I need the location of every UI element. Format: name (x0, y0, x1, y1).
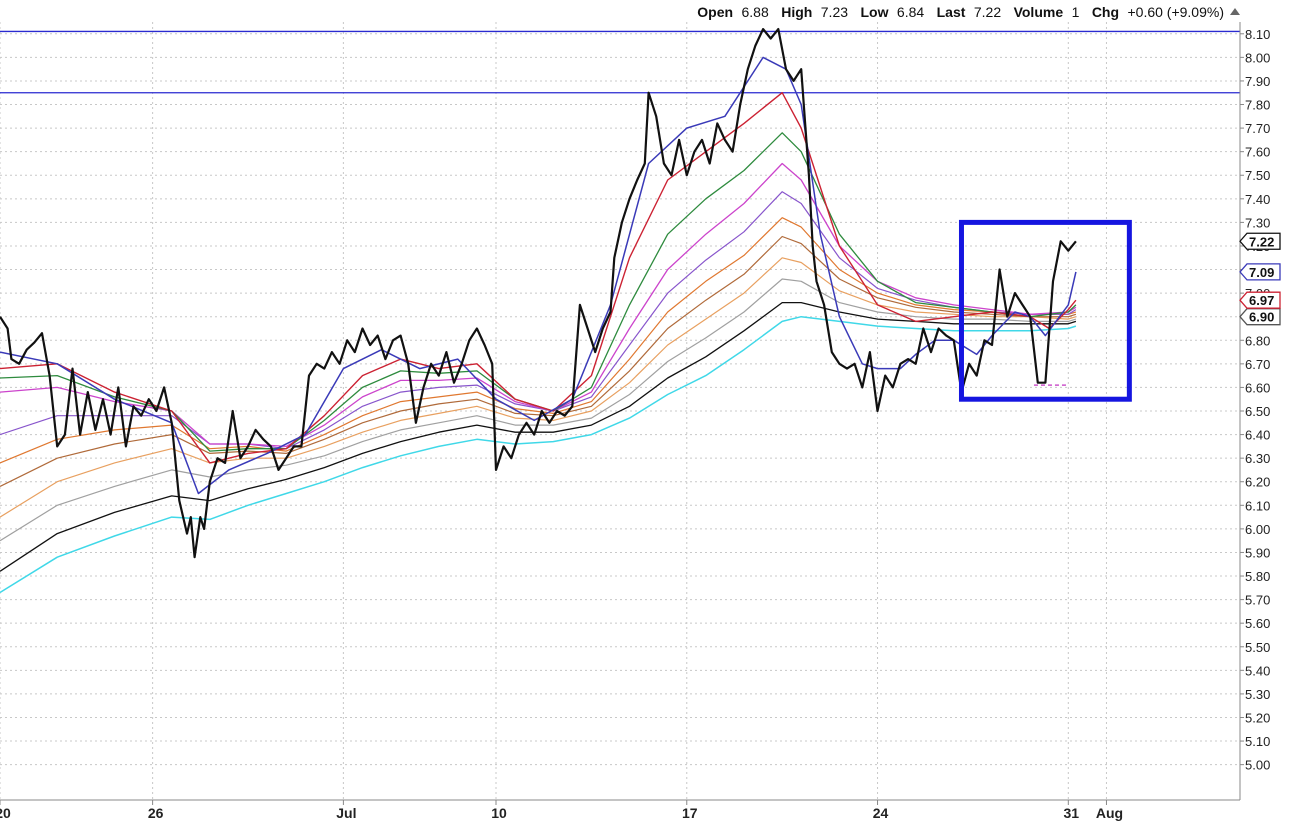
high-label: High (781, 4, 812, 20)
price-tag: 6.90 (1239, 308, 1281, 326)
y-tick-label: 6.20 (1245, 475, 1270, 490)
collapse-arrow-icon[interactable] (1230, 8, 1240, 15)
price-tags: 6.90 6.97 7.09 7.22 (1239, 232, 1281, 326)
moving-average-line (0, 278, 1077, 542)
low-label: Low (860, 4, 888, 20)
y-tick-label: 5.40 (1245, 663, 1270, 678)
volume-value: 1 (1072, 4, 1080, 20)
volume-label: Volume (1014, 4, 1064, 20)
y-tick-label: 5.70 (1245, 593, 1270, 608)
y-tick-label: 5.20 (1245, 710, 1270, 725)
moving-average-line (0, 301, 1077, 572)
y-tick-label: 7.80 (1245, 98, 1270, 113)
x-tick-label: 10 (491, 805, 507, 821)
y-tick-label: 7.70 (1245, 121, 1270, 136)
moving-average-line (0, 315, 1077, 594)
moving-average-line (0, 257, 1077, 518)
moving-average-line (0, 56, 1077, 495)
y-tick-label: 7.30 (1245, 215, 1270, 230)
y-tick-label: 6.30 (1245, 451, 1270, 466)
price-tag-label: 6.90 (1249, 310, 1274, 325)
high-value: 7.23 (821, 4, 848, 20)
highlight-box (958, 219, 1132, 402)
price-tag: 6.97 (1239, 291, 1281, 309)
price-tag-shape (1239, 232, 1281, 250)
chg-value: +0.60 (+9.09%) (1127, 4, 1224, 20)
x-tick-label: 24 (873, 805, 889, 821)
x-tick-label: 20 (0, 805, 11, 821)
moving-average-line (0, 162, 1077, 448)
y-tick-label: 5.00 (1245, 758, 1270, 773)
open-label: Open (697, 4, 733, 20)
x-tick-label: Jul (336, 805, 356, 821)
y-tick-label: 5.60 (1245, 616, 1270, 631)
x-tick-label: Aug (1096, 805, 1123, 821)
moving-average-line (0, 217, 1077, 464)
price-tag: 7.22 (1239, 232, 1281, 250)
y-tick-label: 8.10 (1245, 27, 1270, 42)
price-tag-label: 6.97 (1249, 293, 1274, 308)
y-tick-label: 5.90 (1245, 545, 1270, 560)
low-value: 6.84 (897, 4, 924, 20)
last-value: 7.22 (974, 4, 1001, 20)
price-axis: 8.108.007.907.807.707.607.507.407.307.20… (1240, 27, 1270, 773)
y-tick-label: 5.80 (1245, 569, 1270, 584)
y-tick-label: 6.60 (1245, 380, 1270, 395)
y-tick-label: 5.30 (1245, 687, 1270, 702)
last-label: Last (937, 4, 966, 20)
open-value: 6.88 (742, 4, 769, 20)
quote-header: Open 6.88 High 7.23 Low 6.84 Last 7.22 V… (697, 4, 1224, 21)
y-tick-label: 5.50 (1245, 640, 1270, 655)
x-tick-label: 17 (682, 805, 698, 821)
y-tick-label: 6.80 (1245, 333, 1270, 348)
chg-label: Chg (1092, 4, 1119, 20)
y-tick-label: 7.40 (1245, 192, 1270, 207)
y-tick-label: 6.10 (1245, 498, 1270, 513)
price-tag-shape (1239, 263, 1281, 281)
x-tick-label: 26 (148, 805, 164, 821)
y-tick-label: 7.90 (1245, 74, 1270, 89)
y-tick-label: 6.00 (1245, 522, 1270, 537)
price-tag-shape (1239, 291, 1281, 309)
y-tick-label: 5.10 (1245, 734, 1270, 749)
x-tick-label: 31 (1064, 805, 1080, 821)
price-line (0, 28, 1077, 559)
y-tick-label: 7.60 (1245, 145, 1270, 160)
moving-average-line (0, 132, 1077, 452)
horizontal-levels (0, 30, 1240, 94)
moving-average-line (0, 235, 1077, 487)
y-tick-label: 8.00 (1245, 50, 1270, 65)
price-tag-label: 7.09 (1249, 265, 1274, 280)
annotations (958, 219, 1132, 402)
price-tag-shape (1239, 308, 1281, 326)
y-tick-label: 6.70 (1245, 357, 1270, 372)
price-tag-label: 7.22 (1249, 234, 1274, 249)
y-tick-label: 6.50 (1245, 404, 1270, 419)
date-axis: 20 26 Jul 10 17 24 31 Aug (0, 800, 1123, 821)
y-tick-label: 6.40 (1245, 428, 1270, 443)
price-tag: 7.09 (1239, 263, 1281, 281)
y-tick-label: 7.50 (1245, 168, 1270, 183)
series-layer (0, 28, 1077, 594)
